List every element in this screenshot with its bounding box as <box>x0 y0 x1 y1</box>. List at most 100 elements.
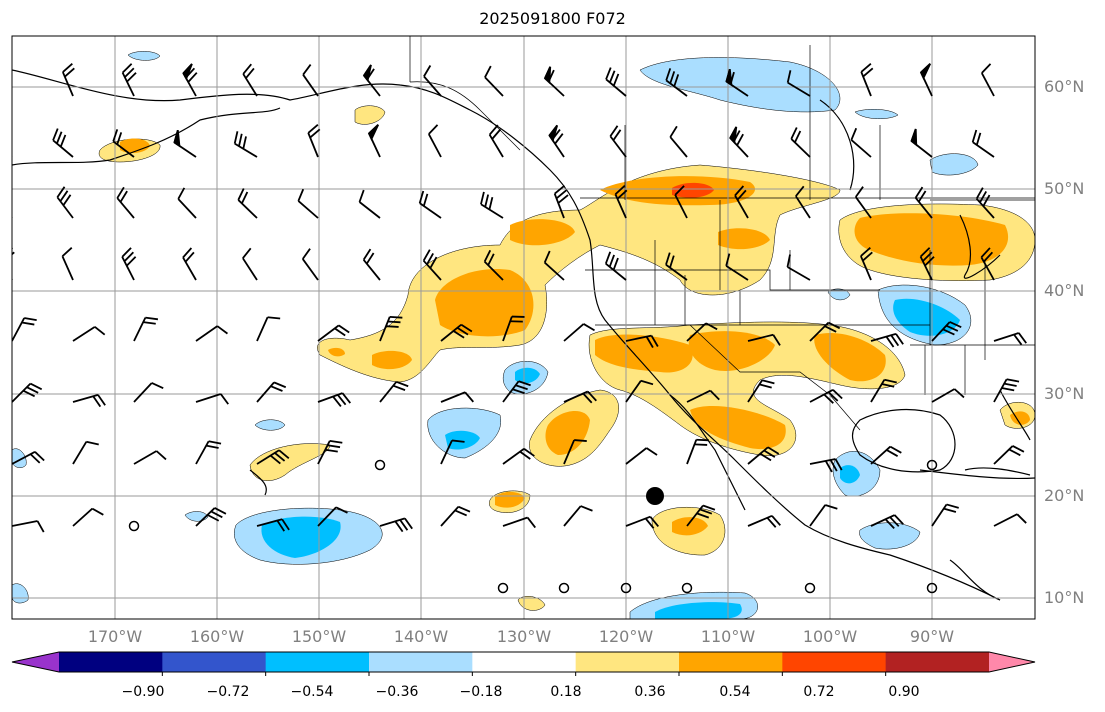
calm-circle <box>620 582 632 594</box>
wind-barb <box>625 515 660 529</box>
colorbar-segment <box>265 652 370 672</box>
anomaly-region <box>814 332 886 382</box>
anomaly-region <box>515 367 540 384</box>
wind-barb <box>195 325 228 342</box>
wind-barb <box>609 125 627 158</box>
wind-barb <box>362 64 381 97</box>
wind-barb <box>12 382 43 403</box>
lat-tick-label: 40°N <box>1044 281 1085 300</box>
colorbar-segment <box>782 652 887 672</box>
anomaly-region <box>672 517 708 536</box>
wind-barb <box>480 191 504 219</box>
anomaly-region <box>595 334 693 373</box>
wind-barb <box>563 439 587 465</box>
colorbar-segment <box>472 652 577 672</box>
lat-tick-label: 60°N <box>1044 77 1085 96</box>
wind-barb <box>734 185 749 219</box>
wind-barb <box>116 186 135 219</box>
colorbar-tick-label: 0.90 <box>888 684 920 700</box>
coastlines <box>12 69 1035 601</box>
wind-barb <box>870 332 904 348</box>
wind-barb <box>195 440 222 465</box>
wind-barb <box>919 63 933 97</box>
calm-circle <box>374 459 386 471</box>
colorbar-outline <box>11 651 1036 673</box>
wind-barb <box>669 125 688 158</box>
wind-barb <box>971 129 995 158</box>
anomaly-region <box>120 138 150 154</box>
colorbar-tick-label: −0.72 <box>206 684 250 700</box>
wind-barb <box>910 128 933 158</box>
calm-circle <box>926 459 938 471</box>
wind-barbs <box>12 63 1027 533</box>
wind-barb <box>302 64 319 97</box>
wind-barb <box>860 247 873 281</box>
wind-barb <box>112 129 135 158</box>
wind-barb <box>12 317 37 342</box>
wind-barb <box>256 381 287 403</box>
wind-barb <box>614 185 628 219</box>
wind-barb <box>850 127 872 158</box>
lat-tick-label: 30°N <box>1044 384 1085 403</box>
wind-barb <box>379 315 403 342</box>
wind-barb <box>195 507 227 527</box>
wind-barb <box>625 379 654 403</box>
calm-circle <box>558 582 570 594</box>
wind-barb <box>975 187 995 219</box>
wind-barb <box>502 315 525 342</box>
wind-barb <box>543 250 565 281</box>
wind-barb <box>870 514 904 530</box>
wind-barb <box>379 380 409 403</box>
colorbar-tick-label: 0.18 <box>550 684 582 700</box>
location-marker <box>646 487 664 505</box>
anomaly-region <box>328 347 345 357</box>
anomaly-region <box>718 228 770 250</box>
wind-barb <box>367 124 381 158</box>
wind-barb <box>686 322 718 342</box>
wind-barb <box>422 249 442 281</box>
anomaly-region <box>840 465 860 484</box>
wind-barb <box>121 247 137 281</box>
wind-barb <box>121 63 137 97</box>
wind-barb <box>182 63 198 97</box>
political-borders <box>409 36 1035 431</box>
wind-barb <box>317 324 350 342</box>
lon-tick-label: 90°W <box>909 627 955 646</box>
lon-tick-label: 120°W <box>598 627 654 646</box>
wind-barb <box>418 190 442 219</box>
wind-barb <box>993 513 1027 527</box>
anomaly-region <box>688 331 775 371</box>
calm-circle <box>497 582 509 594</box>
wind-barb <box>72 440 99 465</box>
wind-barb <box>914 186 933 219</box>
wind-barb <box>919 247 935 281</box>
colorbar-tick-label: −0.54 <box>290 684 334 700</box>
wind-barb <box>790 127 811 158</box>
wind-barb <box>809 504 838 527</box>
wind-barb <box>12 520 45 533</box>
colorbar-tick-label: 0.36 <box>634 684 666 700</box>
wind-barb <box>931 321 962 342</box>
wind-barb <box>729 126 749 158</box>
wind-barb <box>61 247 74 281</box>
colorbar <box>11 651 1036 676</box>
wind-barb <box>173 130 197 158</box>
calm-markers <box>128 459 938 594</box>
wind-barb <box>427 124 442 158</box>
anomaly-region <box>929 153 979 176</box>
lat-tick-label: 10°N <box>1044 588 1085 607</box>
wind-barb <box>795 185 811 219</box>
colorbar-segment <box>679 652 783 672</box>
wind-barb <box>786 254 811 281</box>
wind-barb <box>563 390 597 404</box>
wind-barb <box>362 248 381 281</box>
wind-barb <box>665 252 688 281</box>
wind-barb <box>242 247 258 281</box>
anomaly-region <box>859 522 921 550</box>
calm-circle <box>681 582 693 594</box>
wind-barb <box>870 445 902 465</box>
wind-barb <box>686 438 709 465</box>
lon-tick-label: 100°W <box>802 627 858 646</box>
wind-barb <box>133 316 159 342</box>
anomaly-region <box>854 213 1009 266</box>
